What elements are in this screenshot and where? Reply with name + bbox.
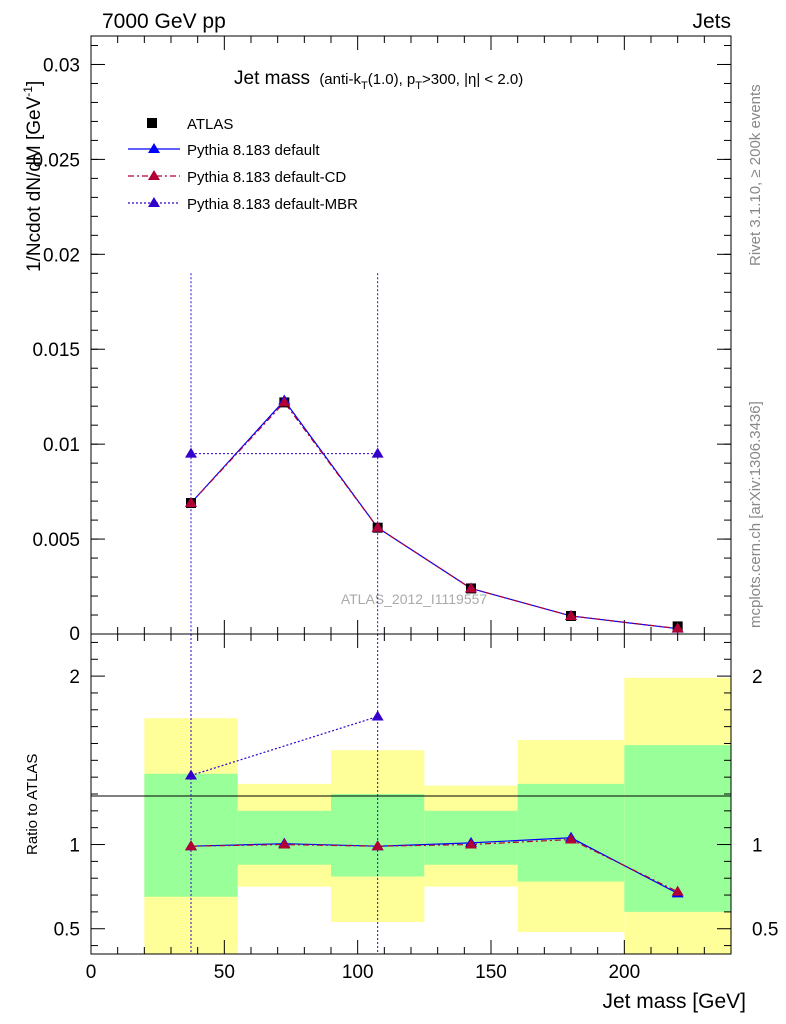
title-s2: T — [415, 80, 422, 92]
main-line-default — [190, 399, 678, 630]
title-p3: >300, |η| < 2.0) — [422, 71, 523, 88]
legend-cd-label: Pythia 8.183 default-CD — [187, 169, 346, 186]
ratio-marker-cd — [185, 840, 197, 851]
main-y-tick-label: 0.015 — [32, 340, 80, 361]
main-y-label-text: 1/Ncdot dN/dM [GeV — [24, 96, 45, 272]
main-marker-cd — [185, 497, 197, 508]
ratio-plot: 0.5 0.5 1 1 2 2 0 50 100 150 200 — [54, 633, 778, 983]
side-text-lower: mcplots.cern.ch [arXiv:1306.3436] — [747, 401, 764, 628]
watermark: ATLAS_2012_I1119557 — [341, 591, 488, 607]
ratio-marker-cd — [465, 838, 477, 849]
legend-default-marker — [148, 143, 160, 153]
main-y-label-sup: -1 — [21, 86, 35, 97]
title-p2: (1.0), p — [368, 71, 416, 88]
ratio-uncertainty-bands — [144, 677, 731, 954]
legend-mbr-marker — [148, 197, 160, 207]
main-y-ticks: 0.005 0.01 0.015 0.02 0.025 0.03 0 — [32, 36, 732, 645]
ratio-y-tick-label-right: 1 — [752, 836, 763, 857]
ratio-marker-mbr — [185, 769, 197, 780]
main-marker-cd — [671, 622, 684, 633]
header-left: 7000 GeV pp — [102, 10, 226, 33]
ratio-marker-cd — [671, 885, 684, 896]
main-series-markers — [185, 394, 684, 633]
legend-atlas-label: ATLAS — [187, 116, 233, 133]
main-line-cd — [190, 401, 678, 630]
main-marker-mbr — [185, 447, 197, 458]
side-text-upper: Rivet 3.1.10, ≥ 200k events — [747, 84, 764, 266]
title-main: Jet mass — [234, 68, 310, 89]
ratio-marker-mbr — [371, 710, 384, 721]
main-title: Jet mass (anti-kT(1.0), pT>300, |η| < 2.… — [234, 68, 523, 92]
ratio-marker-cd — [371, 840, 384, 851]
main-series-lines — [190, 399, 678, 630]
ratio-series-markers — [185, 710, 684, 898]
ratio-y-tick-label-left: 2 — [69, 667, 80, 688]
main-marker-mbr — [371, 447, 384, 458]
header-right: Jets — [692, 10, 731, 33]
main-plot: ATLAS_2012_I1119557 0.0050.010.0150.020.… — [32, 35, 732, 645]
legend-mbr-label: Pythia 8.183 default-MBR — [187, 196, 358, 213]
x-tick-label: 200 — [608, 962, 640, 983]
x-tick-label: 50 — [214, 962, 235, 983]
main-y-label-close: ] — [24, 81, 45, 86]
main-marker-cd — [371, 521, 384, 532]
ratio-y-label: Ratio to ATLAS — [24, 754, 41, 855]
main-y-tick-label: 0.02 — [43, 245, 80, 266]
x-tick-label: 150 — [475, 962, 507, 983]
ratio-y-tick-label-right: 2 — [752, 667, 763, 688]
main-y-label: 1/Ncdot dN/dM [GeV-1] — [21, 81, 45, 272]
mbr-error-bars — [190, 273, 379, 634]
main-y-tick-label: 0 — [69, 624, 80, 645]
ratio-y-tick-label-left: 1 — [69, 836, 80, 857]
title-p1: (anti-k — [319, 71, 361, 88]
main-marker-cd — [565, 609, 577, 620]
ratio-line-default — [190, 837, 678, 894]
ratio-line-cd — [190, 838, 678, 893]
main-marker-cd — [465, 582, 477, 593]
ratio-band-inner — [624, 745, 731, 912]
x-axis-label: Jet mass [GeV] — [602, 990, 746, 1013]
main-y-tick-label: 0.03 — [43, 55, 80, 76]
legend-atlas-marker — [147, 118, 157, 128]
x-ticks: 0 50 100 150 200 — [86, 634, 732, 983]
x-tick-label: 0 — [86, 962, 97, 983]
main-y-tick-label: 0.025 — [32, 150, 80, 171]
ratio-y-tick-label-right: 0.5 — [752, 920, 778, 941]
ratio-frame — [90, 633, 732, 955]
legend-cd-marker — [148, 170, 160, 180]
ratio-marker-cd — [565, 833, 577, 844]
legend: ATLAS Pythia 8.183 default Pythia 8.183 … — [128, 116, 358, 213]
legend-default-label: Pythia 8.183 default — [187, 142, 320, 159]
ratio-line-mbr — [190, 715, 378, 777]
main-marker-cd — [278, 396, 291, 407]
main-y-tick-label: 0.005 — [32, 530, 80, 551]
x-tick-label: 100 — [342, 962, 374, 983]
title-s1: T — [361, 80, 368, 92]
ratio-y-tick-label-left: 0.5 — [54, 920, 80, 941]
ratio-y-ticks: 0.5 0.5 1 1 2 2 — [54, 641, 778, 947]
ratio-marker-cd — [278, 838, 291, 849]
ratio-series-lines — [190, 715, 678, 894]
ratio-mbr-error-bars — [190, 634, 379, 954]
main-y-tick-label: 0.01 — [43, 435, 80, 456]
